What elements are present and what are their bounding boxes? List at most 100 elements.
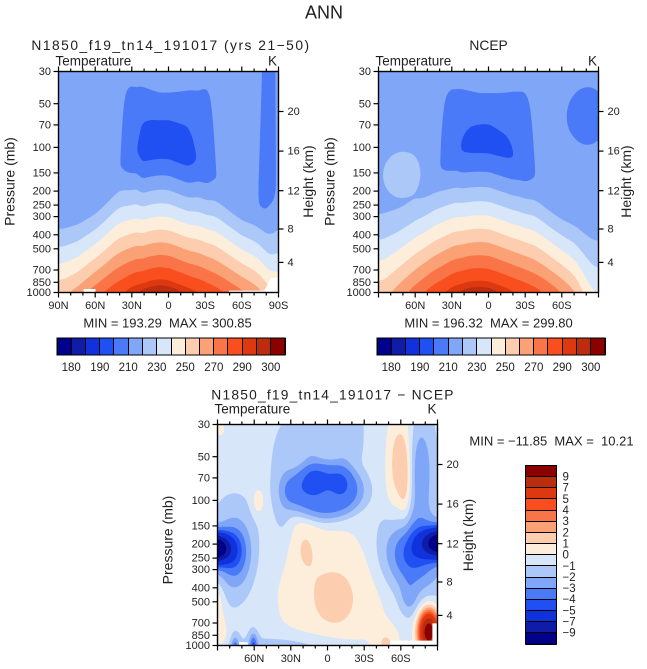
svg-text:12: 12 <box>288 185 300 197</box>
svg-text:400: 400 <box>33 229 51 241</box>
svg-text:20: 20 <box>288 106 300 118</box>
svg-text:180: 180 <box>62 362 81 374</box>
svg-text:N1850_f19_tn14_191017 − NCEP: N1850_f19_tn14_191017 − NCEP <box>211 388 454 403</box>
svg-text:90N: 90N <box>48 300 68 312</box>
svg-text:190: 190 <box>410 362 429 374</box>
svg-text:−4: −4 <box>563 594 577 606</box>
svg-text:4: 4 <box>288 257 294 269</box>
svg-text:850: 850 <box>192 630 210 642</box>
svg-text:230: 230 <box>467 362 486 374</box>
svg-text:30S: 30S <box>515 300 535 312</box>
svg-text:50: 50 <box>39 98 51 110</box>
svg-text:30: 30 <box>39 66 51 78</box>
svg-text:20: 20 <box>608 106 620 118</box>
svg-text:16: 16 <box>608 146 620 158</box>
svg-text:300: 300 <box>353 211 371 223</box>
svg-text:250: 250 <box>176 362 195 374</box>
svg-text:400: 400 <box>353 229 371 241</box>
svg-text:3: 3 <box>563 516 569 528</box>
svg-text:250: 250 <box>353 200 371 212</box>
svg-text:ANN: ANN <box>305 3 343 23</box>
svg-text:290: 290 <box>553 362 572 374</box>
svg-text:MIN = 193.29 MAX = 300.85: MIN = 193.29 MAX = 300.85 <box>83 315 251 330</box>
svg-text:200: 200 <box>33 186 51 198</box>
svg-text:NCEP: NCEP <box>469 38 507 53</box>
svg-text:30N: 30N <box>442 300 462 312</box>
svg-text:270: 270 <box>524 362 543 374</box>
svg-text:16: 16 <box>447 499 459 511</box>
svg-text:MIN = 196.32 MAX = 299.80: MIN = 196.32 MAX = 299.80 <box>404 315 572 330</box>
svg-text:100: 100 <box>192 495 210 507</box>
svg-text:Temperature: Temperature <box>376 54 452 69</box>
svg-text:230: 230 <box>147 362 166 374</box>
svg-text:70: 70 <box>198 473 210 485</box>
svg-text:70: 70 <box>359 120 371 132</box>
svg-text:4: 4 <box>608 257 614 269</box>
svg-text:Height (km): Height (km) <box>300 145 316 217</box>
svg-text:1000: 1000 <box>27 287 51 299</box>
svg-text:300: 300 <box>581 362 600 374</box>
svg-text:1000: 1000 <box>347 287 371 299</box>
svg-text:30: 30 <box>359 66 371 78</box>
svg-text:60N: 60N <box>85 300 105 312</box>
svg-text:700: 700 <box>353 265 371 277</box>
svg-text:Height (km): Height (km) <box>618 145 634 217</box>
svg-text:500: 500 <box>33 243 51 255</box>
svg-text:Pressure (mb): Pressure (mb) <box>322 137 338 226</box>
svg-text:8: 8 <box>608 224 614 236</box>
svg-text:−3: −3 <box>563 583 576 595</box>
svg-text:150: 150 <box>353 168 371 180</box>
svg-text:5: 5 <box>563 494 569 506</box>
svg-text:210: 210 <box>439 362 458 374</box>
svg-text:0: 0 <box>165 300 171 312</box>
svg-text:20: 20 <box>447 459 459 471</box>
svg-text:700: 700 <box>33 265 51 277</box>
svg-text:Height (km): Height (km) <box>460 499 476 571</box>
svg-text:30N: 30N <box>122 300 142 312</box>
svg-text:12: 12 <box>447 538 459 550</box>
svg-text:8: 8 <box>447 577 453 589</box>
svg-text:270: 270 <box>204 362 223 374</box>
svg-text:30N: 30N <box>281 653 301 665</box>
svg-text:Pressure (mb): Pressure (mb) <box>160 496 176 585</box>
svg-text:N1850_f19_tn14_191017 (yrs 21−: N1850_f19_tn14_191017 (yrs 21−50) <box>31 38 310 53</box>
svg-text:60N: 60N <box>244 653 264 665</box>
svg-text:70: 70 <box>39 120 51 132</box>
svg-text:−5: −5 <box>563 605 576 617</box>
svg-text:0: 0 <box>324 653 330 665</box>
svg-text:300: 300 <box>261 362 280 374</box>
svg-text:50: 50 <box>198 451 210 463</box>
svg-text:30S: 30S <box>354 653 374 665</box>
svg-text:K: K <box>268 54 277 69</box>
svg-text:1000: 1000 <box>186 640 210 652</box>
svg-text:500: 500 <box>353 243 371 255</box>
svg-text:250: 250 <box>496 362 515 374</box>
svg-text:−7: −7 <box>563 617 576 629</box>
svg-text:290: 290 <box>233 362 252 374</box>
svg-text:4: 4 <box>447 610 453 622</box>
svg-text:8: 8 <box>288 224 294 236</box>
svg-text:180: 180 <box>382 362 401 374</box>
svg-text:100: 100 <box>353 142 371 154</box>
svg-text:−2: −2 <box>563 572 576 584</box>
svg-text:190: 190 <box>90 362 109 374</box>
svg-text:0: 0 <box>563 550 569 562</box>
svg-text:850: 850 <box>353 277 371 289</box>
svg-text:−9: −9 <box>563 628 576 640</box>
svg-text:400: 400 <box>192 582 210 594</box>
svg-text:9: 9 <box>563 472 569 484</box>
svg-text:60S: 60S <box>552 300 572 312</box>
svg-text:850: 850 <box>33 277 51 289</box>
svg-text:200: 200 <box>353 186 371 198</box>
svg-text:K: K <box>588 54 597 69</box>
svg-text:2: 2 <box>563 527 569 539</box>
svg-text:200: 200 <box>192 539 210 551</box>
svg-text:90S: 90S <box>269 300 289 312</box>
svg-text:300: 300 <box>192 564 210 576</box>
svg-text:150: 150 <box>33 168 51 180</box>
svg-text:700: 700 <box>192 618 210 630</box>
svg-text:300: 300 <box>33 211 51 223</box>
svg-text:150: 150 <box>192 521 210 533</box>
svg-text:0: 0 <box>485 300 491 312</box>
svg-text:12: 12 <box>608 185 620 197</box>
